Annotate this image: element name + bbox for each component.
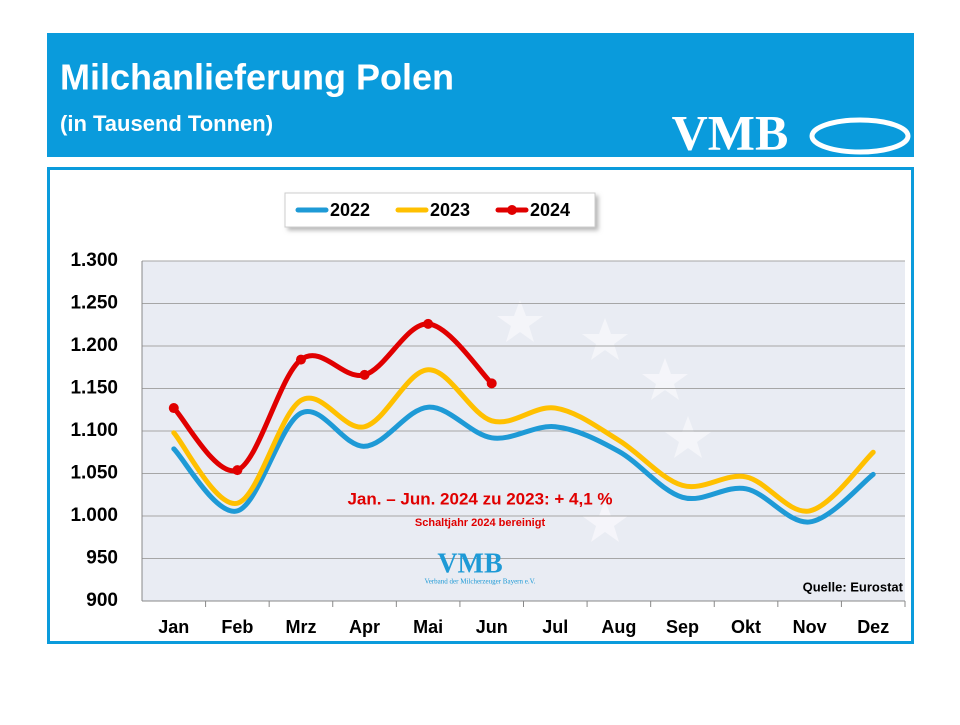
y-tick-label: 1.100 bbox=[70, 420, 118, 441]
legend: 2022 2023 2024 bbox=[295, 200, 570, 220]
grid bbox=[141, 260, 906, 607]
logo-swirl bbox=[809, 117, 911, 155]
watermark-text: Verband der Milcherzeuger Bayern e.V. bbox=[424, 578, 535, 586]
x-tick-label: Jan bbox=[158, 617, 189, 637]
x-tick-label: Sep bbox=[666, 617, 699, 637]
point bbox=[168, 403, 179, 414]
x-tick-label: Jul bbox=[542, 617, 568, 637]
legend-label: 2023 bbox=[430, 200, 470, 220]
x-tick-label: Dez bbox=[857, 617, 889, 637]
x-tick-label: Aug bbox=[601, 617, 636, 637]
x-tick-label: Mrz bbox=[285, 617, 316, 637]
annotation: Jan. – Jun. 2024 zu 2023: + 4,1 % bbox=[347, 489, 612, 508]
legend-label: 2024 bbox=[530, 200, 570, 220]
title: Milchanlieferung Polen bbox=[60, 57, 454, 98]
x-tick-label: Nov bbox=[793, 617, 827, 637]
y-tick-label: 1.200 bbox=[70, 335, 118, 356]
y-tick-label: 1.150 bbox=[70, 378, 118, 399]
x-tick-label: Jun bbox=[476, 617, 508, 637]
y-tick-label: 1.050 bbox=[70, 463, 118, 484]
series-line bbox=[171, 404, 876, 525]
lines bbox=[168, 318, 876, 525]
background-stars bbox=[497, 300, 711, 542]
series-line bbox=[171, 367, 876, 514]
point bbox=[295, 354, 306, 365]
logo: VMB bbox=[672, 104, 789, 160]
y-tick-label: 1.250 bbox=[70, 293, 118, 314]
x-tick-label: Feb bbox=[221, 617, 253, 637]
legend-marker bbox=[507, 205, 517, 215]
watermark-logo: VMB bbox=[437, 548, 502, 579]
subtitle: (in Tausend Tonnen) bbox=[60, 111, 273, 136]
point bbox=[423, 318, 434, 329]
y-tick-label: 900 bbox=[86, 590, 118, 611]
point bbox=[486, 378, 497, 389]
x-tick-label: Apr bbox=[349, 617, 380, 637]
y-tick-label: 1.300 bbox=[70, 250, 118, 271]
point bbox=[359, 369, 370, 380]
source: Quelle: Eurostat bbox=[803, 579, 904, 594]
legend-label: 2022 bbox=[330, 200, 370, 220]
y-tick-label: 1.000 bbox=[70, 505, 118, 526]
y-tick-label: 950 bbox=[86, 548, 118, 569]
legend-box bbox=[284, 192, 596, 228]
annotation-note: Schaltjahr 2024 bereinigt bbox=[415, 517, 546, 529]
x-tick-label: Okt bbox=[731, 617, 761, 637]
x-tick-label: Mai bbox=[413, 617, 443, 637]
point bbox=[232, 465, 243, 476]
header-banner bbox=[47, 33, 914, 157]
